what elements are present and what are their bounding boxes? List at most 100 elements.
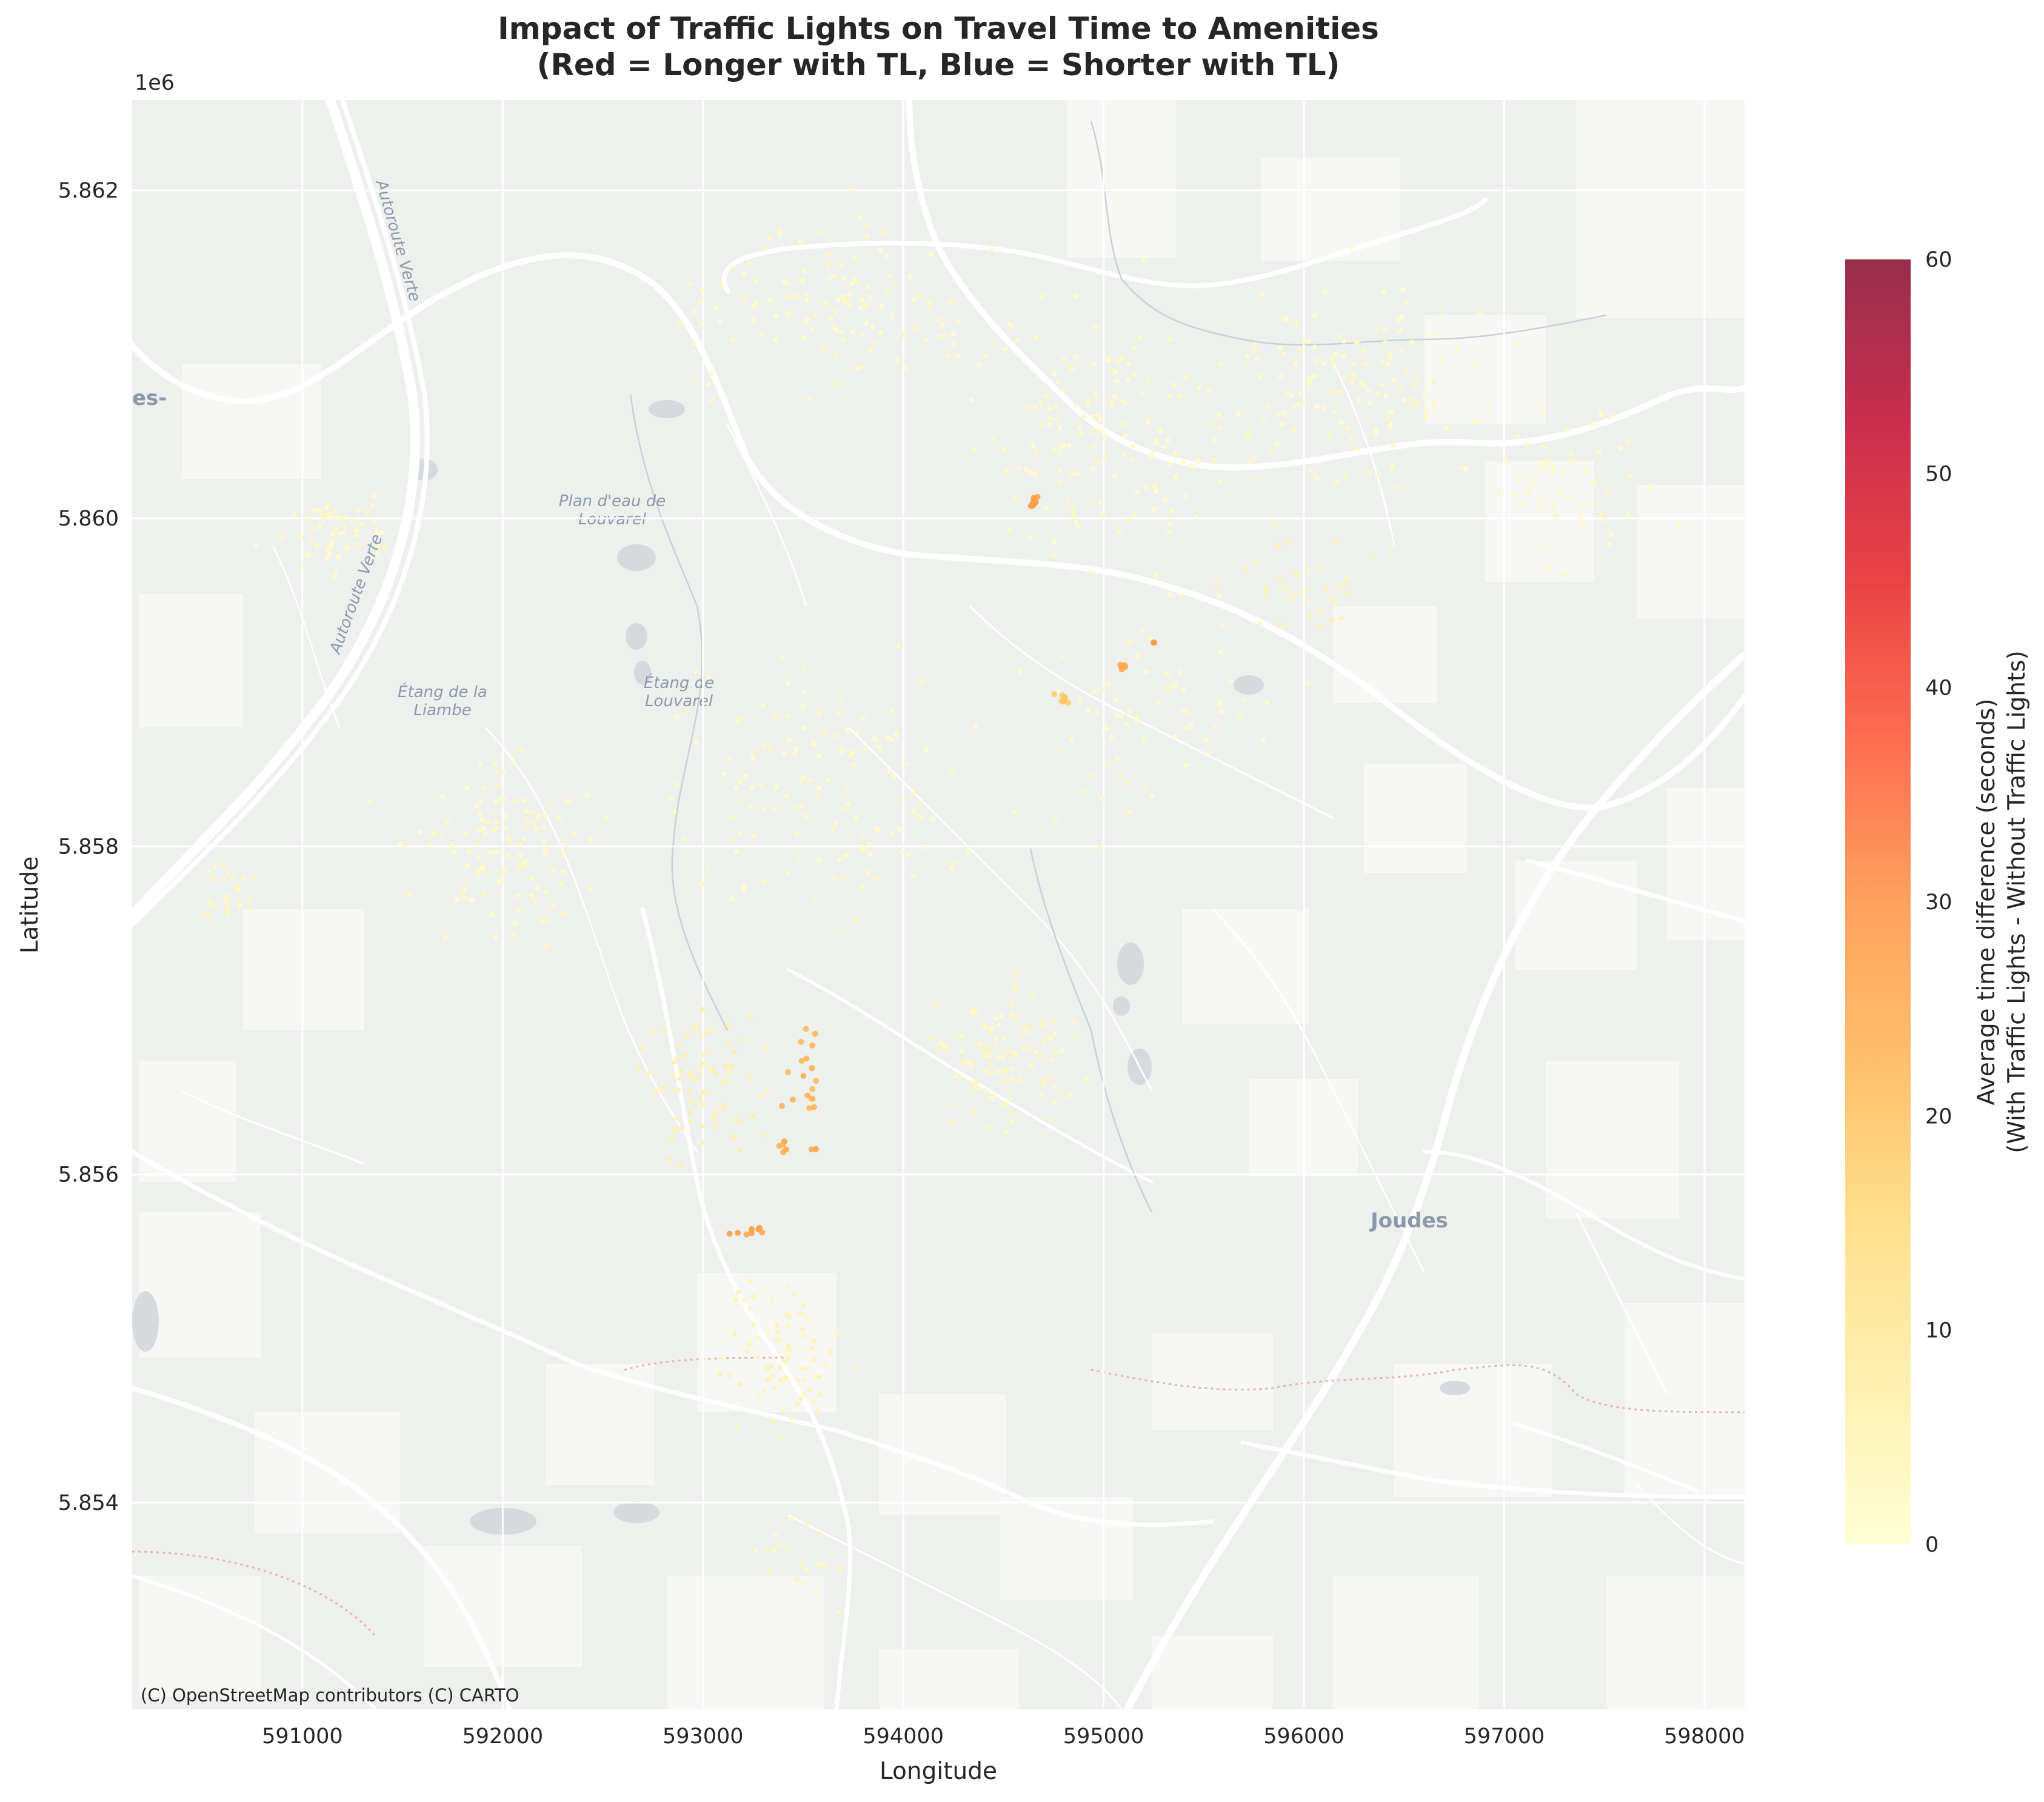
scatter-point [780, 654, 786, 659]
scatter-point [688, 1098, 693, 1103]
scatter-point [1294, 572, 1300, 577]
scatter-point [1171, 382, 1177, 387]
scatter-point [719, 282, 724, 288]
scatter-point [730, 838, 735, 843]
scatter-point [1173, 682, 1178, 688]
scatter-point [1278, 374, 1283, 379]
scatter-point [1373, 430, 1378, 436]
scatter-point [912, 326, 918, 331]
scatter-point [698, 322, 703, 327]
scatter-point [1389, 547, 1395, 552]
scatter-point [823, 730, 828, 735]
scatter-point [1218, 697, 1223, 702]
scatter-point [1289, 392, 1294, 398]
scatter-point [911, 808, 917, 813]
scatter-point [726, 1230, 733, 1237]
scatter-point [1329, 596, 1334, 602]
scatter-point [493, 799, 499, 805]
scatter-point [1591, 422, 1595, 427]
scatter-point [1539, 542, 1545, 547]
scatter-point [1391, 377, 1397, 382]
scatter-point [1127, 639, 1132, 645]
scatter-point [1124, 722, 1129, 727]
scatter-point [789, 1517, 794, 1521]
scatter-point [1167, 461, 1173, 467]
scatter-point [771, 807, 777, 812]
scatter-point [522, 859, 527, 865]
scatter-point [1255, 477, 1261, 482]
scatter-point [1587, 502, 1592, 507]
scatter-point [1558, 489, 1563, 495]
scatter-point [748, 1015, 753, 1021]
scatter-point [806, 1319, 811, 1324]
scatter-point [891, 774, 897, 779]
scatter-point [826, 252, 832, 258]
scatter-point [1368, 401, 1373, 406]
scatter-point [1237, 714, 1243, 719]
scatter-point [803, 814, 808, 819]
scatter-point [787, 1314, 792, 1319]
scatter-point [1333, 352, 1338, 357]
scatter-point [1004, 1129, 1009, 1134]
scatter-point [892, 281, 897, 287]
scatter-point [1432, 333, 1437, 338]
scatter-point [1214, 583, 1219, 589]
scatter-point [929, 1035, 934, 1040]
scatter-point [221, 877, 226, 882]
scatter-point [1013, 494, 1018, 499]
colorbar-tick-label: 10 [1925, 1319, 1952, 1343]
scatter-point [761, 1287, 767, 1293]
scatter-point [1154, 437, 1160, 442]
scatter-point [541, 839, 546, 845]
scatter-point [1051, 1099, 1057, 1104]
scatter-point [669, 796, 674, 801]
scatter-point [1358, 381, 1363, 386]
map-label-joudes: Joudes [1369, 1209, 1448, 1233]
scatter-point [747, 1305, 752, 1310]
scatter-point [772, 714, 777, 719]
scatter-point [1002, 1069, 1007, 1074]
scatter-point [817, 1561, 822, 1567]
scatter-point [1100, 796, 1106, 801]
scatter-point [972, 1085, 978, 1090]
scatter-point [785, 1324, 790, 1329]
scatter-point [803, 321, 808, 326]
scatter-point [729, 265, 735, 270]
scatter-point [714, 1109, 720, 1114]
scatter-point [1044, 1036, 1049, 1042]
scatter-point [785, 1069, 791, 1075]
scatter-point [1140, 628, 1145, 633]
scatter-point [863, 320, 869, 325]
scatter-point [522, 798, 527, 804]
scatter-point [556, 816, 562, 821]
scatter-point [1122, 452, 1127, 457]
scatter-point [1543, 566, 1548, 572]
scatter-point [733, 849, 739, 854]
scatter-point [744, 1349, 750, 1354]
scatter-point [1002, 1101, 1007, 1106]
scatter-point [831, 876, 837, 881]
scatter-point [510, 932, 516, 938]
scatter-point [1395, 317, 1401, 322]
scatter-point [812, 1146, 819, 1152]
scatter-point [729, 1064, 734, 1069]
scatter-point [878, 330, 884, 336]
scatter-point [1252, 455, 1257, 460]
scatter-point [765, 1365, 770, 1370]
scatter-point [926, 305, 932, 310]
scatter-point [1609, 532, 1614, 537]
scatter-point [512, 920, 518, 926]
map-label-plan-eau-2: Louvarel [578, 510, 647, 529]
scatter-point [431, 830, 436, 836]
scatter-point [1337, 333, 1342, 339]
scatter-point [675, 1087, 681, 1093]
scatter-point [950, 769, 955, 773]
scatter-point [1321, 361, 1326, 366]
scatter-point [861, 835, 866, 840]
scatter-point [1070, 515, 1075, 521]
scatter-point [1118, 774, 1123, 779]
scatter-point [736, 1118, 742, 1123]
scatter-point [300, 564, 305, 569]
scatter-point [1090, 466, 1095, 472]
scatter-point [1009, 324, 1014, 329]
